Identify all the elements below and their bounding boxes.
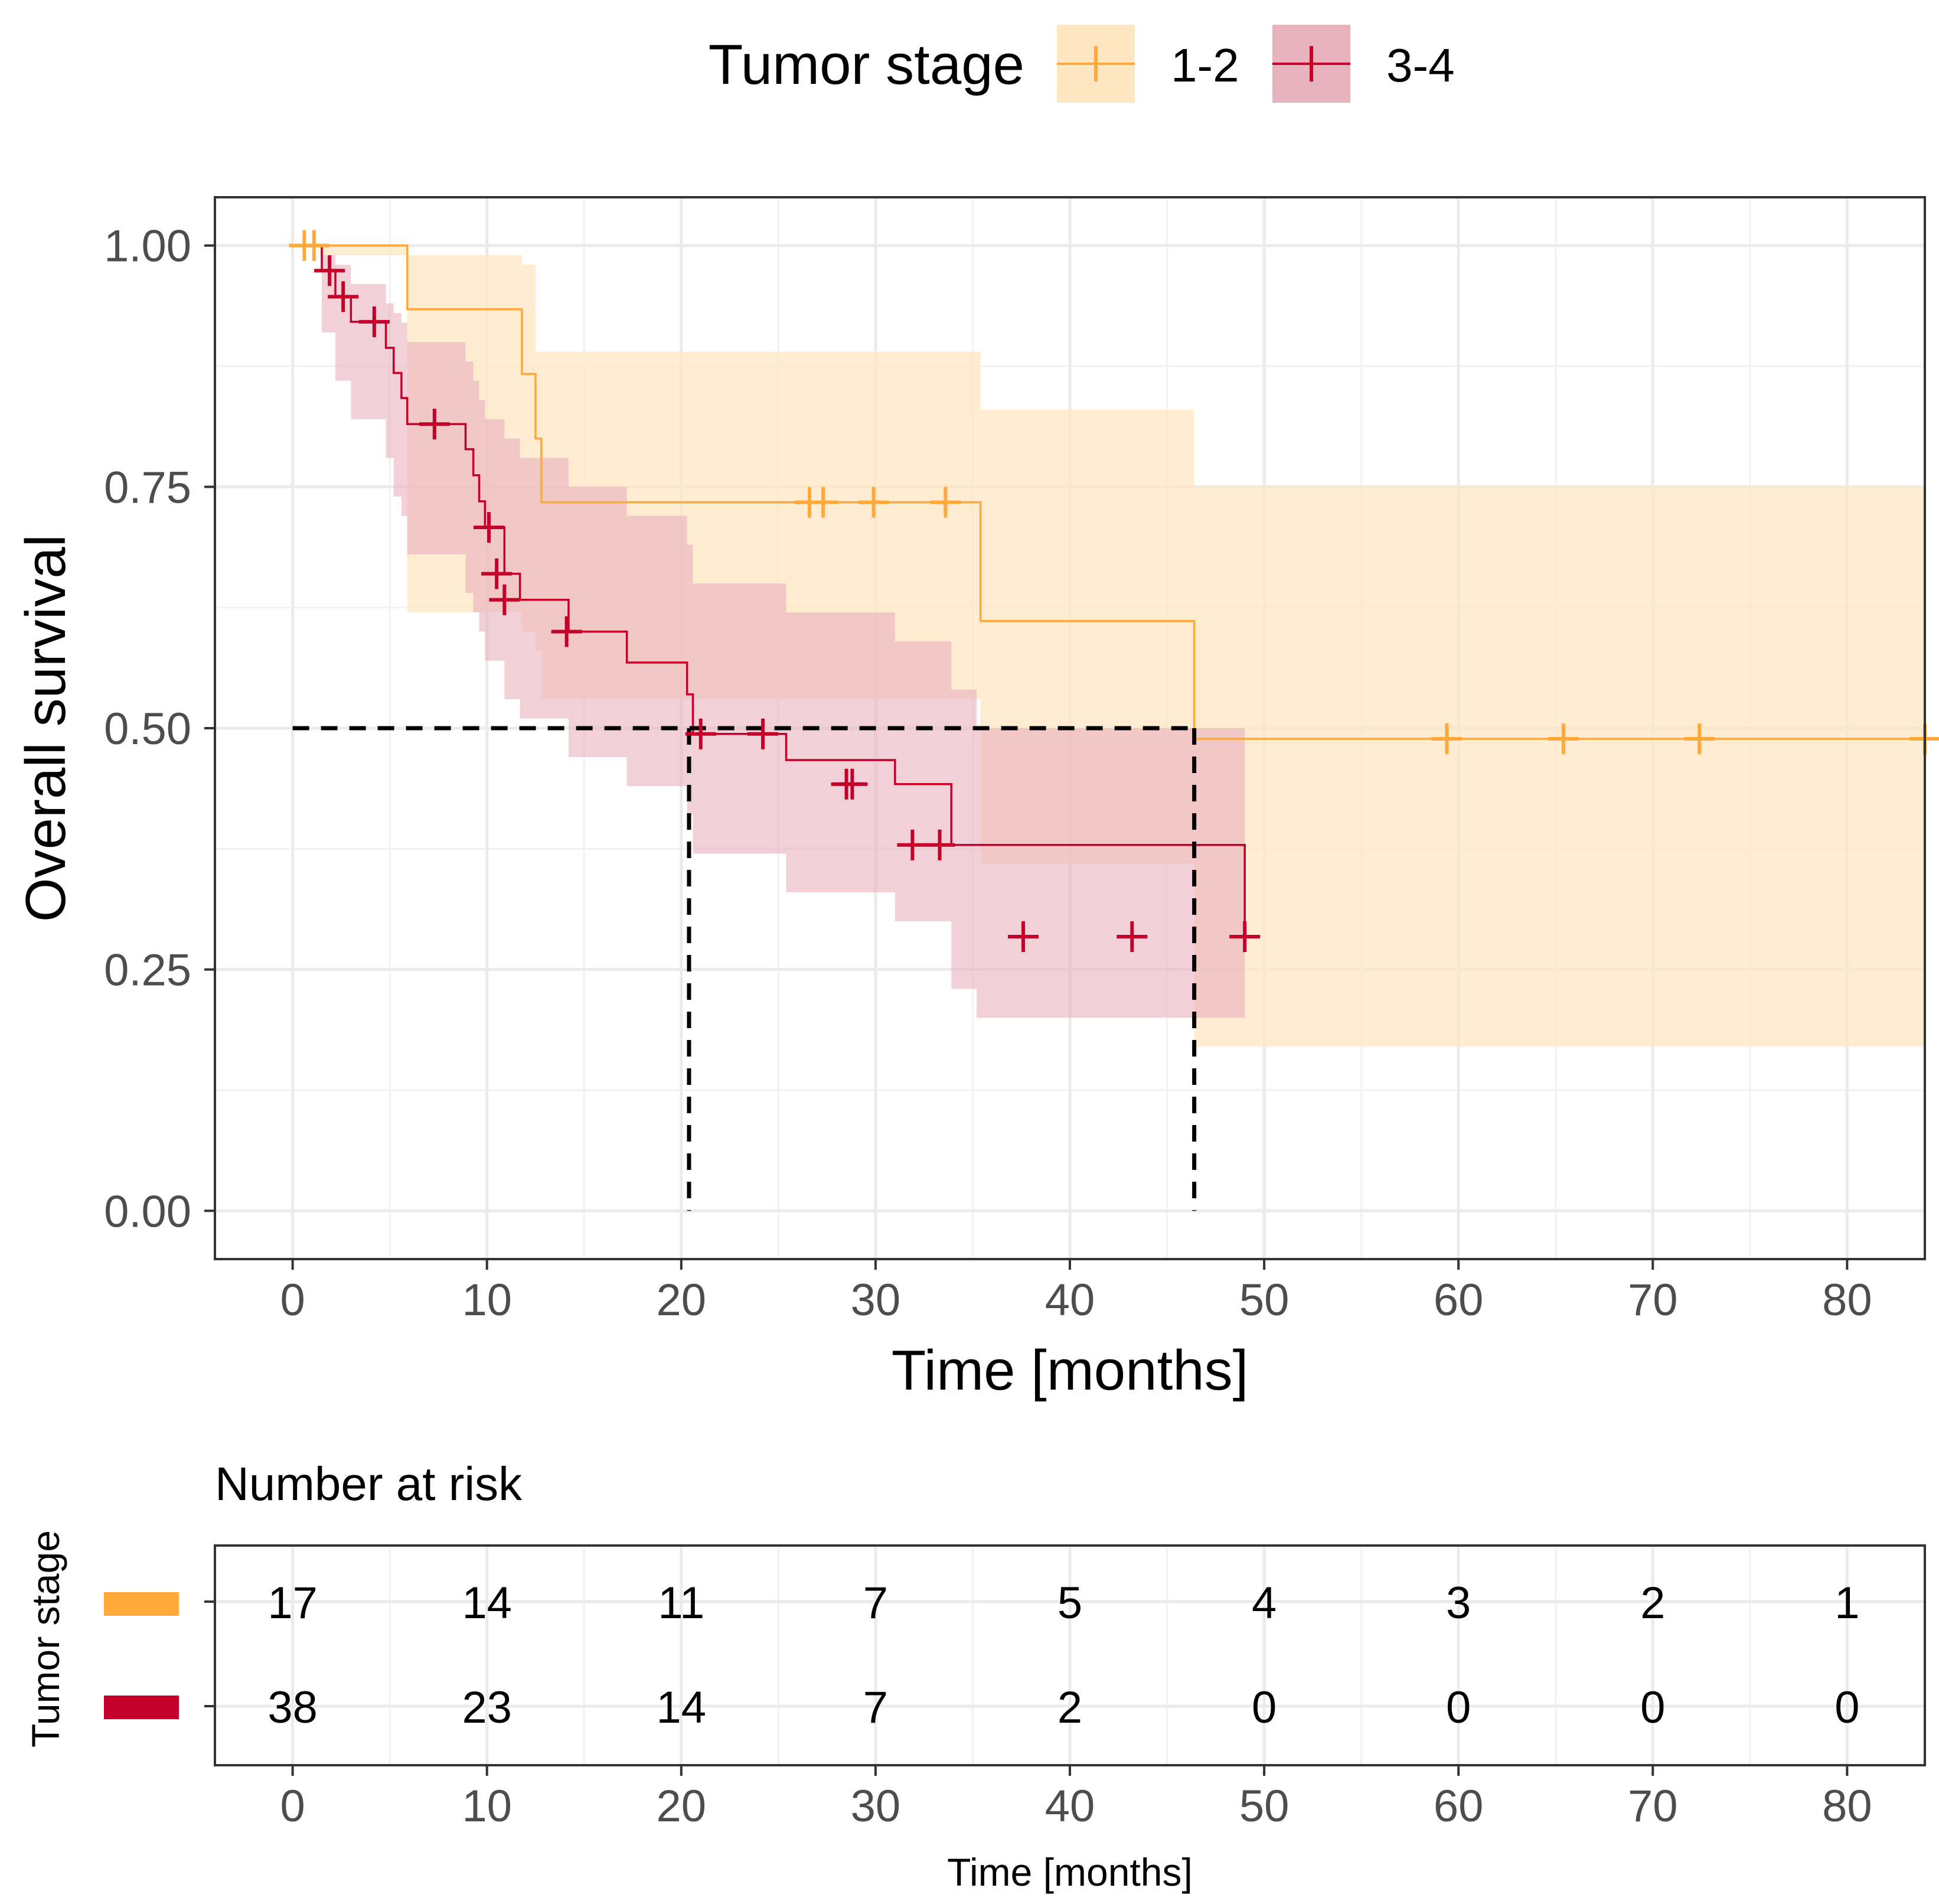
y-axis-title: Overall survival bbox=[14, 534, 77, 922]
x-tick-label: 70 bbox=[1628, 1275, 1678, 1325]
ci-band-1-2 bbox=[292, 245, 1925, 1047]
risk-value-3-4: 0 bbox=[1640, 1683, 1665, 1733]
censor-mark-3-4 bbox=[837, 768, 868, 800]
risk-value-1-2: 5 bbox=[1057, 1578, 1082, 1628]
censor-mark-3-4 bbox=[1229, 921, 1261, 953]
x-tick-label: 20 bbox=[657, 1275, 707, 1325]
censor-mark-3-4 bbox=[489, 584, 520, 615]
censor-mark-1-2 bbox=[298, 230, 329, 261]
risk-value-1-2: 1 bbox=[1834, 1578, 1859, 1628]
x-tick-label: 60 bbox=[1434, 1275, 1484, 1325]
risk-value-1-2: 14 bbox=[462, 1578, 512, 1628]
y-tick-label: 0.75 bbox=[104, 462, 191, 513]
risk-value-1-2: 2 bbox=[1640, 1578, 1665, 1628]
risk-row-swatch-3-4 bbox=[104, 1696, 179, 1719]
censor-mark-3-4 bbox=[314, 255, 345, 286]
risk-x-tick-label: 0 bbox=[280, 1781, 305, 1831]
risk-table-axes: 0 10 20 30 40 50 60 70 80 bbox=[204, 1600, 1872, 1831]
x-tick-label: 30 bbox=[851, 1275, 901, 1325]
censor-mark-1-2 bbox=[1431, 723, 1463, 754]
censor-mark-3-4 bbox=[747, 718, 779, 749]
y-tick-label: 0.00 bbox=[104, 1186, 191, 1237]
risk-table: Number at risk 17 14 11 7 5 4 3 2 138 23 14 7 2 0 0 0 0 … bbox=[24, 1458, 1926, 1894]
x-tick-label: 50 bbox=[1239, 1275, 1290, 1325]
y-tick-label: 1.00 bbox=[104, 221, 191, 272]
risk-x-tick-label: 80 bbox=[1822, 1781, 1872, 1831]
risk-value-3-4: 23 bbox=[462, 1683, 512, 1733]
censor-mark-1-2 bbox=[808, 487, 839, 518]
censor-mark-3-4 bbox=[685, 718, 716, 749]
survival-panel: 0 10 20 30 40 50 60 70 80 0.00 0.25 0.50 0.75 1.00 Ti… bbox=[14, 196, 1939, 1402]
y-tick-label: 0.50 bbox=[104, 704, 191, 754]
censor-mark-3-4 bbox=[897, 829, 928, 860]
risk-value-3-4: 7 bbox=[863, 1683, 888, 1733]
x-axis-title: Time [months] bbox=[892, 1339, 1249, 1402]
censor-mark-3-4 bbox=[358, 306, 390, 337]
x-tick-label: 80 bbox=[1822, 1275, 1872, 1325]
censor-mark-3-4 bbox=[1117, 921, 1148, 953]
risk-value-1-2: 11 bbox=[658, 1578, 704, 1628]
risk-table-y-title: Tumor stage bbox=[24, 1530, 67, 1747]
censor-mark-3-4 bbox=[328, 281, 359, 312]
risk-x-tick-label: 30 bbox=[851, 1781, 901, 1831]
risk-value-3-4: 38 bbox=[267, 1683, 318, 1733]
legend: Tumor stage 1-2 3-4 bbox=[709, 25, 1455, 103]
legend-title: Tumor stage bbox=[709, 33, 1024, 96]
censor-mark-1-2 bbox=[1684, 723, 1715, 754]
censor-mark-1-2 bbox=[930, 487, 961, 518]
risk-table-x-title: Time [months] bbox=[947, 1850, 1193, 1894]
risk-value-3-4: 0 bbox=[1834, 1683, 1859, 1733]
censor-mark-1-2 bbox=[1548, 723, 1579, 754]
risk-x-tick-label: 70 bbox=[1628, 1781, 1678, 1831]
confidence-bands bbox=[292, 245, 1925, 1047]
censor-mark-3-4 bbox=[1008, 921, 1039, 953]
main-axes: 0 10 20 30 40 50 60 70 80 0.00 0.25 0.50 0.75 1.00 bbox=[104, 221, 1872, 1325]
risk-table-title: Number at risk bbox=[215, 1458, 523, 1510]
risk-x-tick-label: 60 bbox=[1434, 1781, 1484, 1831]
risk-table-gridlines bbox=[215, 1546, 1925, 1765]
censor-mark-3-4 bbox=[481, 558, 513, 589]
risk-value-3-4: 0 bbox=[1252, 1683, 1277, 1733]
x-tick-label: 0 bbox=[280, 1275, 305, 1325]
risk-x-tick-label: 40 bbox=[1045, 1781, 1095, 1831]
risk-x-tick-label: 50 bbox=[1239, 1781, 1290, 1831]
risk-table-values: 17 14 11 7 5 4 3 2 1 38 23 14 7 2 0 0 0 0 bbox=[267, 1578, 1859, 1733]
risk-x-tick-label: 20 bbox=[657, 1781, 707, 1831]
risk-value-3-4: 0 bbox=[1446, 1683, 1471, 1733]
risk-row-swatch-1-2 bbox=[104, 1592, 179, 1616]
censor-marks bbox=[289, 230, 1939, 953]
censor-mark-3-4 bbox=[924, 829, 955, 860]
risk-value-1-2: 3 bbox=[1446, 1578, 1471, 1628]
risk-value-3-4: 14 bbox=[657, 1683, 707, 1733]
risk-x-tick-label: 10 bbox=[462, 1781, 512, 1831]
risk-value-1-2: 4 bbox=[1252, 1578, 1277, 1628]
risk-value-3-4: 2 bbox=[1057, 1683, 1082, 1733]
risk-value-1-2: 7 bbox=[863, 1578, 888, 1628]
ci-band-3-4 bbox=[292, 245, 1245, 1018]
x-tick-label: 40 bbox=[1045, 1275, 1095, 1325]
censor-mark-3-4 bbox=[419, 409, 450, 440]
x-tick-label: 10 bbox=[462, 1275, 512, 1325]
risk-value-1-2: 17 bbox=[267, 1578, 318, 1628]
legend-label-3-4: 3-4 bbox=[1386, 39, 1455, 92]
survival-curve-1-2 bbox=[292, 244, 1925, 740]
median-survival-lines bbox=[292, 726, 1197, 1211]
y-tick-label: 0.25 bbox=[104, 946, 191, 996]
legend-label-1-2: 1-2 bbox=[1171, 39, 1239, 92]
censor-mark-1-2 bbox=[858, 487, 889, 518]
censor-mark-3-4 bbox=[474, 512, 505, 543]
censor-mark-3-4 bbox=[551, 616, 582, 647]
